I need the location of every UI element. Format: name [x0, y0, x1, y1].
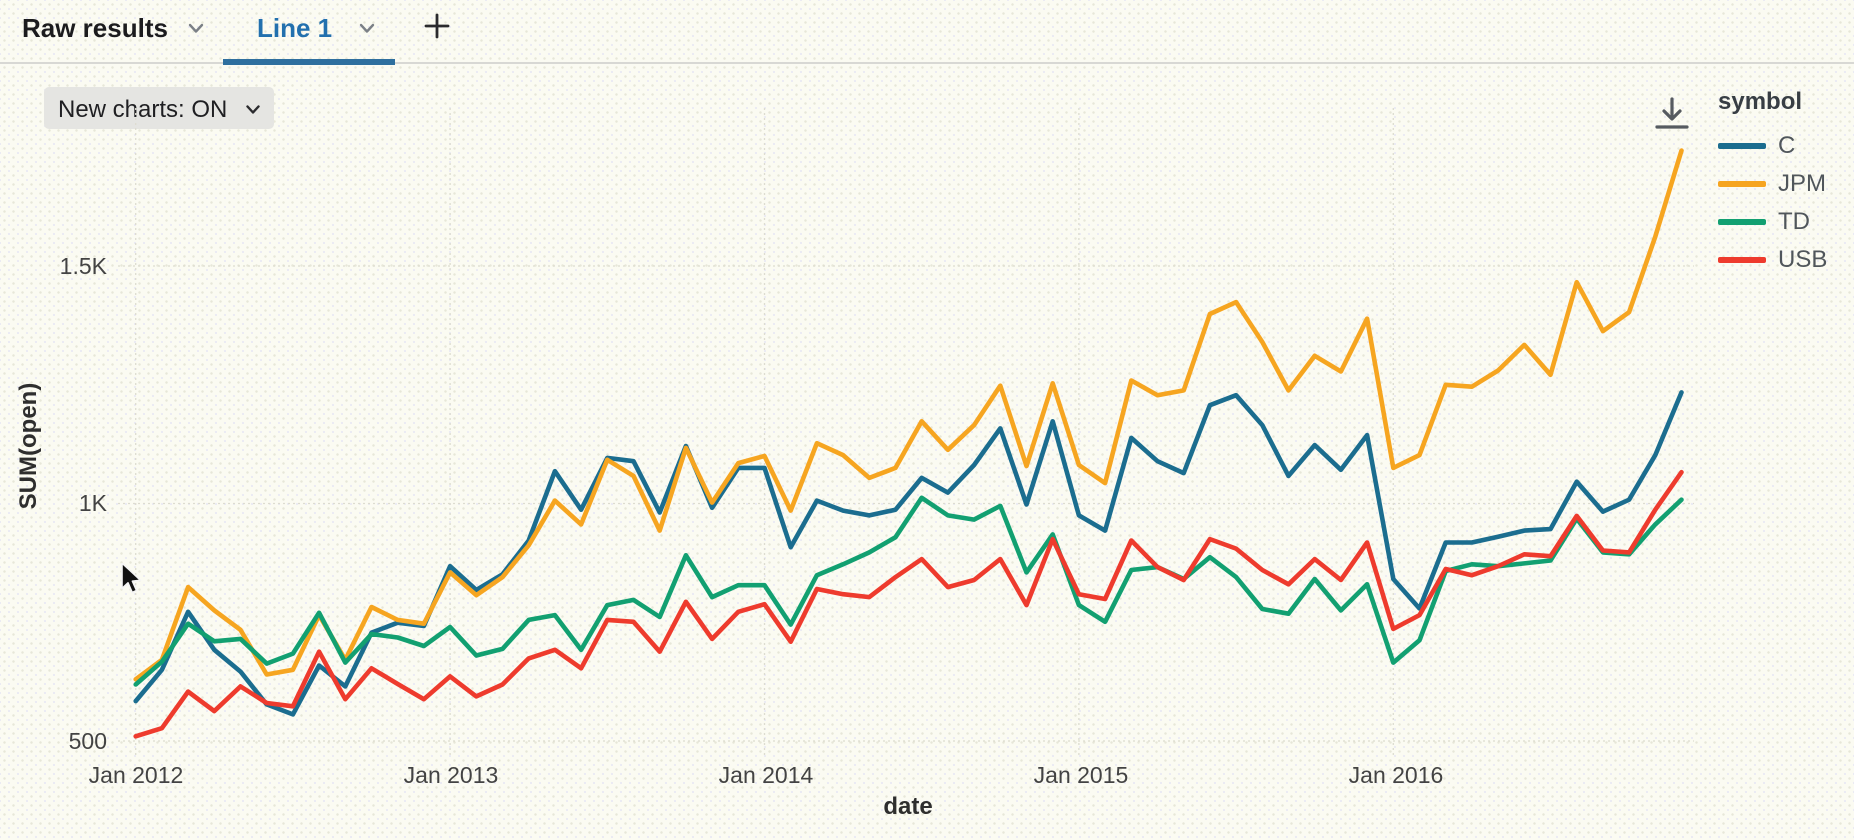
x-axis-tick-label: Jan 2012 — [88, 762, 184, 788]
tab-bar-divider — [0, 62, 1854, 64]
series-color-swatch — [1718, 257, 1766, 263]
x-axis-tick-label: Jan 2016 — [1348, 762, 1444, 788]
series-line-jpm — [133, 148, 1684, 682]
series-line-td — [133, 495, 1684, 687]
y-axis-tick-label: 1.5K — [59, 253, 107, 279]
legend-label: USB — [1778, 246, 1828, 273]
y-axis-tick-label: 1K — [78, 490, 107, 516]
mouse-cursor-icon — [121, 562, 149, 602]
download-icon — [1650, 97, 1694, 140]
chevron-down-icon[interactable] — [359, 23, 375, 34]
y-axis-tick-label: 500 — [68, 728, 107, 754]
series-color-swatch — [1718, 143, 1766, 149]
chevron-down-icon — [246, 87, 260, 129]
new-charts-toggle[interactable]: New charts: ON — [44, 87, 275, 129]
legend-label: JPM — [1778, 170, 1826, 197]
series-line-usb — [133, 469, 1684, 739]
tab-raw-results[interactable]: Raw results — [22, 13, 168, 43]
series-color-swatch — [1718, 219, 1766, 225]
download-chart-button[interactable] — [1650, 94, 1694, 136]
chevron-down-icon[interactable] — [188, 23, 204, 34]
new-charts-toggle-label: New charts: ON — [58, 96, 228, 123]
series-line-c — [133, 390, 1684, 717]
tab-line-1[interactable]: Line 1 — [257, 13, 333, 43]
chart-legend: symbol C JPM TD USB — [1718, 88, 1848, 282]
legend-label: TD — [1778, 208, 1810, 235]
add-tab-button[interactable] — [421, 10, 453, 42]
tab-bar: Raw results Line 1 — [0, 0, 1854, 65]
legend-item: USB — [1718, 244, 1848, 282]
legend-item: TD — [1718, 206, 1848, 244]
legend-item: JPM — [1718, 168, 1848, 206]
legend-label: C — [1778, 132, 1796, 159]
active-tab-underline — [223, 59, 395, 65]
legend-title: symbol — [1718, 88, 1803, 115]
x-axis-tick-label: Jan 2014 — [718, 762, 814, 788]
x-axis-tick-label: Jan 2013 — [403, 762, 499, 788]
x-axis-tick-label: Jan 2015 — [1033, 762, 1129, 788]
x-axis-title: date — [883, 793, 933, 820]
legend-item: C — [1718, 130, 1848, 168]
series-color-swatch — [1718, 181, 1766, 187]
y-axis-title: SUM(open) — [15, 382, 42, 510]
